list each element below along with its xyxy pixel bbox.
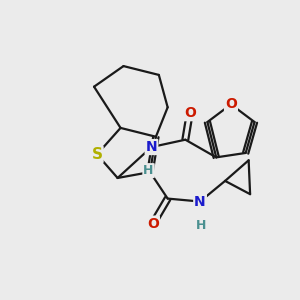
Text: H: H [143, 164, 154, 177]
Text: O: O [184, 106, 196, 120]
Text: N: N [194, 194, 206, 208]
Text: O: O [225, 98, 237, 111]
Text: O: O [147, 217, 159, 231]
Text: H: H [196, 219, 207, 232]
Text: S: S [92, 147, 103, 162]
Text: N: N [146, 140, 157, 154]
